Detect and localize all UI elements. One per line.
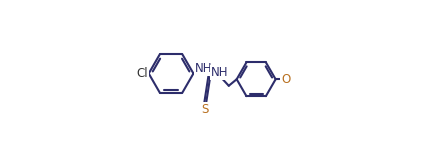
- Text: Cl: Cl: [136, 67, 148, 80]
- Text: NH: NH: [211, 66, 229, 78]
- Text: S: S: [201, 103, 208, 116]
- Text: O: O: [281, 73, 291, 86]
- Text: NH: NH: [195, 62, 213, 75]
